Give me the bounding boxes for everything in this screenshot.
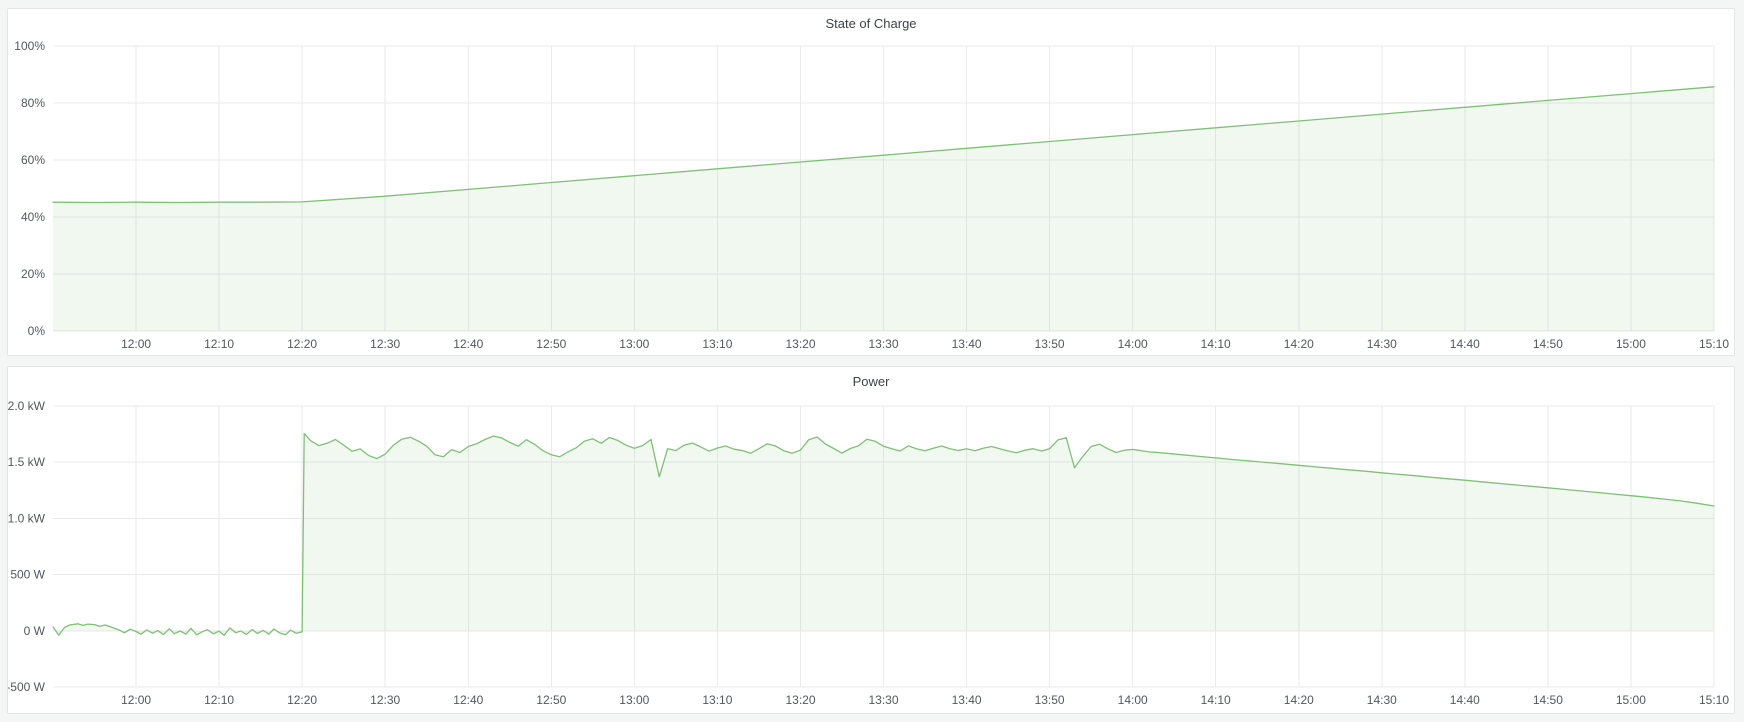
svg-text:15:10: 15:10 xyxy=(1699,693,1729,707)
svg-text:13:10: 13:10 xyxy=(702,693,732,707)
svg-text:13:30: 13:30 xyxy=(868,337,898,351)
svg-text:14:20: 14:20 xyxy=(1284,337,1314,351)
svg-text:500 W: 500 W xyxy=(10,568,45,582)
svg-text:0%: 0% xyxy=(28,324,46,338)
panel-title-power[interactable]: Power xyxy=(852,374,890,389)
svg-text:80%: 80% xyxy=(21,96,45,110)
svg-text:13:50: 13:50 xyxy=(1035,693,1065,707)
panel-power: Power 12:00 12:10 12:20 12:30 12:40 12:50 13:0… xyxy=(7,366,1735,714)
svg-text:13:30: 13:30 xyxy=(868,693,898,707)
svg-text:13:00: 13:00 xyxy=(619,337,649,351)
svg-text:1.5 kW: 1.5 kW xyxy=(8,455,46,469)
svg-text:15:00: 15:00 xyxy=(1616,337,1646,351)
svg-text:14:20: 14:20 xyxy=(1284,693,1314,707)
svg-text:12:30: 12:30 xyxy=(370,693,400,707)
svg-text:12:50: 12:50 xyxy=(536,337,566,351)
panel-state-of-charge: State of Charge 12:00 12:10 12:20 12:30 12:4… xyxy=(7,8,1735,356)
svg-text:14:40: 14:40 xyxy=(1450,693,1480,707)
svg-text:12:00: 12:00 xyxy=(121,693,151,707)
svg-text:20%: 20% xyxy=(21,267,45,281)
svg-text:13:40: 13:40 xyxy=(952,337,982,351)
svg-text:12:10: 12:10 xyxy=(204,337,234,351)
svg-text:12:10: 12:10 xyxy=(204,693,234,707)
svg-text:12:20: 12:20 xyxy=(287,693,317,707)
state-of-charge-chart[interactable]: 12:00 12:10 12:20 12:30 12:40 12:50 13:00 13:10… xyxy=(8,37,1734,355)
svg-text:40%: 40% xyxy=(21,210,45,224)
svg-text:60%: 60% xyxy=(21,153,45,167)
svg-text:12:50: 12:50 xyxy=(536,693,566,707)
svg-text:12:40: 12:40 xyxy=(453,337,483,351)
svg-text:-500 W: -500 W xyxy=(8,680,46,694)
svg-text:14:50: 14:50 xyxy=(1533,337,1563,351)
svg-text:1.0 kW: 1.0 kW xyxy=(8,511,46,525)
svg-text:2.0 kW: 2.0 kW xyxy=(8,399,46,413)
svg-text:0 W: 0 W xyxy=(24,624,46,638)
power-chart-svg[interactable]: 12:00 12:10 12:20 12:30 12:40 12:50 13:00 13:10… xyxy=(8,395,1734,713)
svg-text:14:30: 14:30 xyxy=(1367,693,1397,707)
svg-text:14:00: 14:00 xyxy=(1118,693,1148,707)
svg-text:14:10: 14:10 xyxy=(1201,693,1231,707)
svg-text:13:10: 13:10 xyxy=(702,337,732,351)
svg-text:14:50: 14:50 xyxy=(1533,693,1563,707)
power-chart[interactable]: 12:00 12:10 12:20 12:30 12:40 12:50 13:00 13:10… xyxy=(8,395,1734,713)
svg-text:12:30: 12:30 xyxy=(370,337,400,351)
svg-text:12:40: 12:40 xyxy=(453,693,483,707)
svg-text:12:20: 12:20 xyxy=(287,337,317,351)
svg-text:14:00: 14:00 xyxy=(1118,337,1148,351)
svg-text:14:30: 14:30 xyxy=(1367,337,1397,351)
state-of-charge-chart-svg[interactable]: 12:00 12:10 12:20 12:30 12:40 12:50 13:00 13:10… xyxy=(8,37,1734,355)
svg-text:14:10: 14:10 xyxy=(1201,337,1231,351)
svg-text:100%: 100% xyxy=(14,39,45,53)
svg-text:13:50: 13:50 xyxy=(1035,337,1065,351)
svg-text:15:00: 15:00 xyxy=(1616,693,1646,707)
svg-text:13:20: 13:20 xyxy=(785,693,815,707)
panel-title-state-of-charge[interactable]: State of Charge xyxy=(825,16,917,31)
svg-text:13:40: 13:40 xyxy=(952,693,982,707)
svg-text:14:40: 14:40 xyxy=(1450,337,1480,351)
svg-text:15:10: 15:10 xyxy=(1699,337,1729,351)
svg-text:13:00: 13:00 xyxy=(619,693,649,707)
svg-text:12:00: 12:00 xyxy=(121,337,151,351)
svg-text:13:20: 13:20 xyxy=(785,337,815,351)
